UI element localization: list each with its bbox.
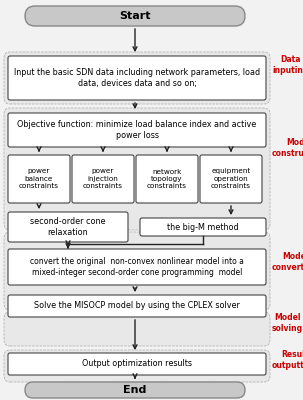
FancyBboxPatch shape <box>136 155 198 203</box>
FancyBboxPatch shape <box>4 232 270 310</box>
Text: the big-M method: the big-M method <box>167 222 239 232</box>
Text: equipment
operation
constraints: equipment operation constraints <box>211 168 251 190</box>
FancyBboxPatch shape <box>4 52 270 104</box>
FancyBboxPatch shape <box>4 350 270 382</box>
FancyBboxPatch shape <box>72 155 134 203</box>
Text: Model
solving: Model solving <box>272 313 303 333</box>
FancyBboxPatch shape <box>8 249 266 285</box>
Text: Output optimization results: Output optimization results <box>82 360 192 368</box>
FancyBboxPatch shape <box>8 353 266 375</box>
Text: Input the basic SDN data including network parameters, load
data, devices data a: Input the basic SDN data including netwo… <box>14 68 260 88</box>
FancyBboxPatch shape <box>8 56 266 100</box>
FancyBboxPatch shape <box>25 382 245 398</box>
FancyBboxPatch shape <box>4 108 270 230</box>
FancyBboxPatch shape <box>8 113 266 147</box>
Text: convert the original  non-convex nonlinear model into a
mixed-integer second-ord: convert the original non-convex nonlinea… <box>30 257 244 277</box>
Text: Objective function: minimize load balance index and active
power loss: Objective function: minimize load balanc… <box>17 120 257 140</box>
FancyBboxPatch shape <box>4 312 270 346</box>
Text: network
topology
constraints: network topology constraints <box>147 168 187 190</box>
Text: second-order cone
relaxation: second-order cone relaxation <box>30 217 106 237</box>
FancyBboxPatch shape <box>8 155 70 203</box>
FancyBboxPatch shape <box>200 155 262 203</box>
Text: Model
converting: Model converting <box>272 252 303 272</box>
Text: Model
constructing: Model constructing <box>272 138 303 158</box>
FancyBboxPatch shape <box>8 295 266 317</box>
Text: Solve the MISOCP model by using the CPLEX solver: Solve the MISOCP model by using the CPLE… <box>34 302 240 310</box>
FancyBboxPatch shape <box>140 218 266 236</box>
Text: Data
inputing: Data inputing <box>272 55 303 75</box>
FancyBboxPatch shape <box>8 212 128 242</box>
Text: power
balance
constraints: power balance constraints <box>19 168 59 190</box>
Text: Start: Start <box>119 11 151 21</box>
Text: Result
outputting: Result outputting <box>272 350 303 370</box>
FancyBboxPatch shape <box>25 6 245 26</box>
Text: End: End <box>123 385 147 395</box>
Text: power
injection
constraints: power injection constraints <box>83 168 123 190</box>
